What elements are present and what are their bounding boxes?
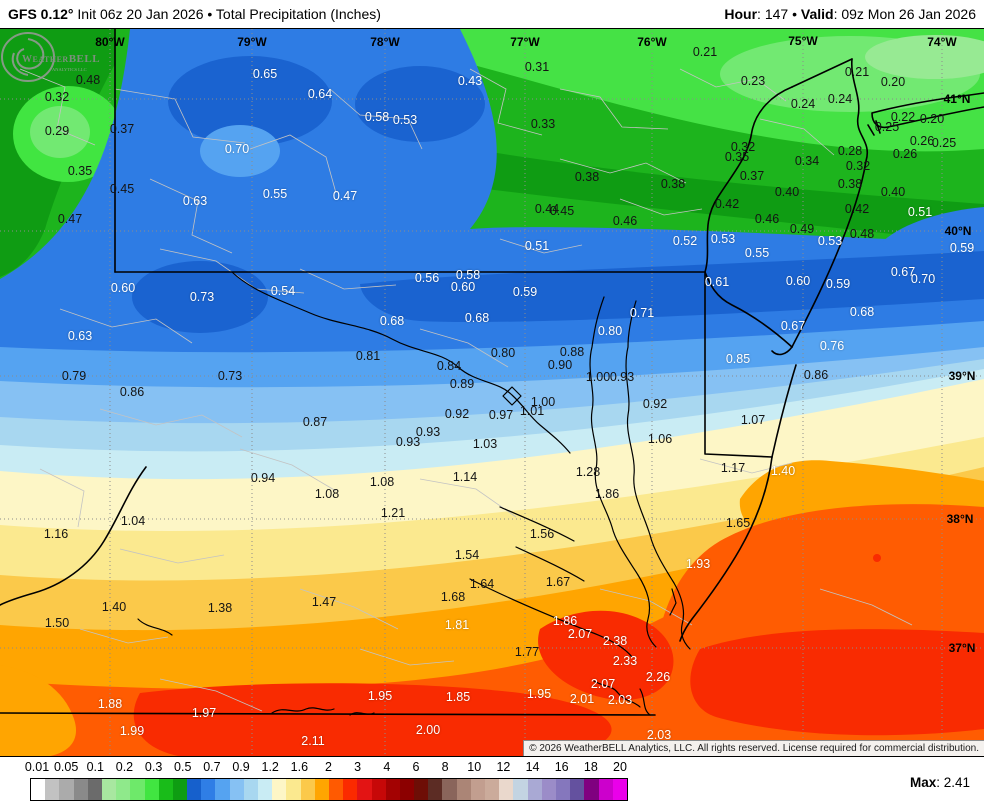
colorbar-cell: [59, 779, 74, 800]
colorbar-cell: [328, 779, 344, 800]
colorbar-cell: [158, 779, 173, 800]
valid-label: Valid: [800, 6, 834, 22]
colorbar-tick: 8: [441, 760, 449, 774]
colorbar-tick-labels: 0.01 0.05 0.1 0.2 0.3 0.5 0.7 0.9 1.2 1.6 2 3 4 6 8 10 1…: [0, 760, 984, 776]
state-borders: [0, 29, 984, 716]
valid-value: : 09z Mon 26 Jan 2026: [833, 6, 976, 22]
max-value: Max: 2.41: [910, 775, 970, 790]
lat-lon-grid: [0, 29, 984, 756]
logo-brand-text: WEATHERBELL: [22, 53, 100, 65]
colorbar-cell: [229, 779, 244, 800]
colorbar-cell: [584, 779, 599, 800]
colorbar-cell: [399, 779, 415, 800]
colorbar-tick: 16: [554, 760, 569, 774]
colorbar-cell: [215, 779, 230, 800]
max-number: : 2.41: [936, 775, 970, 790]
colorbar-cell: [314, 779, 329, 800]
colorbar-cell: [371, 779, 386, 800]
colorbar-cell: [456, 779, 471, 800]
colorbar-cell: [414, 779, 429, 800]
weather-map: 0.48 0.32 0.29 0.37 0.35 0.45 0.47 0.43 0.31 0.33…: [0, 28, 984, 757]
colorbar-tick: 20: [613, 760, 627, 774]
colorbar-cell: [116, 779, 131, 800]
colorbar-cell: [541, 779, 556, 800]
colorbar-cell: [272, 779, 287, 800]
colorbar-cell: [499, 779, 514, 800]
colorbar-tick: 0.3: [144, 760, 163, 774]
colorbar-cell: [286, 779, 301, 800]
colorbar-cell: [243, 779, 258, 800]
max-label: Max: [909, 775, 937, 790]
colorbar-tick: 0.9: [232, 760, 250, 774]
colorbar-cell: [101, 779, 117, 800]
colorbar-cell: [87, 779, 102, 800]
colorbar-tick: 6: [412, 760, 420, 774]
colorbar-cell: [513, 779, 528, 800]
map-title: GFS 0.12° Init 06z 20 Jan 2026 • Total P…: [8, 6, 381, 22]
colorbar-cell: [45, 779, 60, 800]
colorbar-tick: 3: [354, 760, 362, 774]
colorbar-cell: [201, 779, 216, 800]
colorbar-tick: 0.05: [53, 760, 79, 774]
colorbar-cell: [144, 779, 159, 800]
colorbar-tick: 1.6: [290, 760, 309, 774]
colorbar-cell: [300, 779, 315, 800]
colorbar-cell: [385, 779, 400, 800]
logo-sub-text: ANALYTICS LLC: [52, 67, 87, 72]
rivers-bays: [137, 271, 691, 716]
colorbar-tick: 0.2: [115, 760, 134, 774]
colorbar-cell: [555, 779, 571, 800]
colorbar-cell: [258, 779, 273, 800]
title-bar: GFS 0.12° Init 06z 20 Jan 2026 • Total P…: [0, 0, 984, 28]
colorbar-tick: 0.7: [203, 760, 221, 774]
colorbar-cell: [73, 779, 88, 800]
colorbar-cell: [343, 779, 358, 800]
colorbar-cell: [485, 779, 500, 800]
hour-label: Hour: [724, 6, 758, 22]
colorbar-tick: 4: [383, 760, 391, 774]
colorbar-tick: 12: [496, 760, 511, 774]
colorbar-tick: 0.01: [24, 760, 50, 774]
colorbar-tick: 0.1: [86, 760, 104, 774]
colorbar: [30, 778, 628, 801]
colorbar-cell: [470, 779, 485, 800]
colorbar-tick: 14: [525, 760, 540, 774]
colorbar-cell: [357, 779, 372, 800]
colorbar-cell: [570, 779, 585, 800]
colorbar-tick: 2: [325, 760, 332, 774]
colorbar-tick: 18: [583, 760, 598, 774]
colorbar-cell: [187, 779, 202, 800]
colorbar-cell: [612, 779, 627, 800]
colorbar-cell: [172, 779, 188, 800]
precip-shading-layer: [0, 29, 984, 756]
colorbar-cell: [130, 779, 145, 800]
colorbar-tick: 0.5: [174, 760, 192, 774]
colorbar-cell: [442, 779, 457, 800]
colorbar-tick: 1.2: [261, 760, 279, 774]
colorbar-footer: 0.01 0.05 0.1 0.2 0.3 0.5 0.7 0.9 1.2 1.6 2 3 4 6 8 10 1…: [0, 757, 984, 808]
copyright-text: © 2026 WeatherBELL Analytics, LLC. All r…: [523, 740, 984, 756]
init-text: Init 06z 20 Jan 2026 • Total Precipitati…: [73, 6, 381, 22]
valid-time: Hour: 147 • Valid: 09z Mon 26 Jan 2026: [724, 6, 976, 22]
weatherbell-logo: WEATHERBELL ANALYTICS LLC: [1, 32, 100, 82]
hour-value: : 147 •: [757, 6, 801, 22]
colorbar-cell: [428, 779, 443, 800]
colorbar-cell: [31, 779, 46, 800]
colorbar-cell: [527, 779, 542, 800]
colorbar-tick: 10: [467, 760, 482, 774]
colorbar-cell: [598, 779, 613, 800]
model-name: GFS 0.12°: [8, 6, 74, 22]
